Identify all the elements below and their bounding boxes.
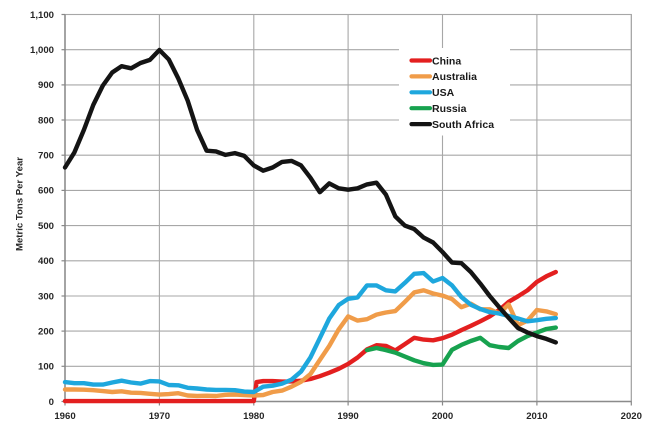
svg-text:Russia: Russia	[432, 103, 467, 115]
svg-text:1,000: 1,000	[30, 45, 54, 56]
svg-text:1970: 1970	[149, 411, 170, 422]
svg-text:Australia: Australia	[432, 71, 477, 83]
svg-text:100: 100	[38, 362, 54, 373]
svg-text:1990: 1990	[337, 411, 358, 422]
svg-text:USA: USA	[432, 87, 455, 99]
svg-text:South Africa: South Africa	[432, 119, 494, 131]
svg-text:300: 300	[38, 291, 54, 302]
svg-text:200: 200	[38, 326, 54, 337]
svg-text:800: 800	[38, 115, 54, 126]
svg-text:700: 700	[38, 151, 54, 162]
svg-text:900: 900	[38, 80, 54, 91]
svg-text:500: 500	[38, 221, 54, 232]
svg-text:1,100: 1,100	[30, 10, 54, 21]
svg-text:0: 0	[49, 397, 54, 408]
svg-text:2010: 2010	[526, 411, 547, 422]
svg-text:1980: 1980	[243, 411, 264, 422]
svg-text:600: 600	[38, 186, 54, 197]
svg-text:2000: 2000	[432, 411, 453, 422]
svg-text:China: China	[432, 55, 461, 67]
svg-text:2020: 2020	[621, 411, 642, 422]
svg-text:1960: 1960	[54, 411, 75, 422]
svg-text:Metric Tons Per Year: Metric Tons Per Year	[15, 157, 26, 251]
svg-text:400: 400	[38, 256, 54, 267]
